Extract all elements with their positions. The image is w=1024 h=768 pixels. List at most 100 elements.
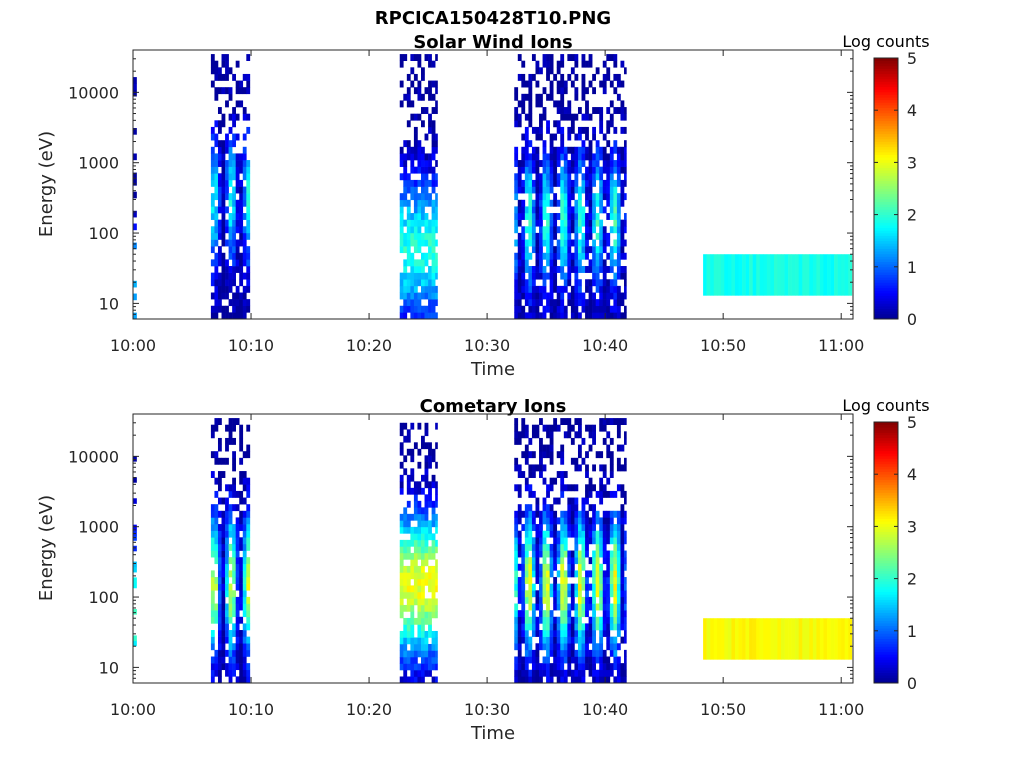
spectrogram-cell — [228, 226, 233, 234]
spectrogram-cell — [232, 418, 236, 425]
spectrogram-cell — [242, 603, 247, 611]
spectrogram-cell — [592, 173, 596, 181]
spectrogram-cell — [542, 87, 547, 95]
spectrogram-cell — [217, 623, 222, 631]
spectrogram-cell — [570, 252, 575, 260]
spectrogram-cell — [428, 305, 432, 313]
spectrogram-cell — [592, 643, 596, 651]
spectrogram-cell — [246, 285, 251, 293]
spectrogram-cell — [428, 643, 432, 651]
spectrogram-cell — [599, 299, 604, 307]
spectrogram-cell — [546, 193, 550, 201]
spectrogram-cell — [435, 146, 438, 154]
spectrogram-cell — [602, 80, 607, 88]
spectrogram-cell — [592, 603, 596, 611]
spectrogram-cell — [577, 510, 582, 518]
spectrogram-cell — [228, 649, 233, 657]
spectrogram-cell — [413, 272, 418, 280]
spectrogram-cell — [399, 630, 404, 638]
spectrogram-cell — [242, 451, 247, 459]
spectrogram-cell — [577, 656, 582, 664]
spectrogram-cell — [542, 312, 547, 320]
spectrogram-cell — [585, 610, 589, 618]
colorbar-swatch — [874, 107, 898, 111]
spectrogram-cell — [581, 524, 586, 531]
spectrogram-cell — [574, 663, 579, 671]
spectrogram-cell — [620, 160, 625, 167]
spectrogram-cell — [577, 252, 582, 260]
spectrogram-cell — [531, 213, 536, 220]
spectrogram-cell — [556, 246, 561, 254]
spectrogram-cell — [399, 578, 404, 586]
spectrogram-cell — [517, 166, 522, 174]
spectrogram-cell — [235, 570, 240, 578]
spectrogram-cell — [435, 193, 438, 201]
spectrogram-cell — [592, 563, 596, 571]
spectrogram-cell — [556, 451, 561, 459]
spectrogram-cell — [517, 510, 522, 518]
spectrogram-cell — [539, 616, 543, 624]
spectrogram-cell — [225, 166, 229, 174]
spectrogram-cell — [581, 213, 586, 220]
spectrogram-cell — [242, 663, 247, 671]
colorbar-swatch — [874, 555, 898, 559]
spectrogram-cell — [549, 312, 554, 320]
spectrogram-cell — [246, 490, 251, 498]
spectrogram-cell — [539, 550, 543, 558]
spectrogram-cell — [403, 232, 408, 240]
spectrogram-cell — [599, 226, 604, 234]
spectrogram-cell — [542, 444, 547, 452]
spectrogram-cell — [574, 232, 579, 240]
spectrogram-cell — [570, 524, 575, 531]
spectrogram-cell — [609, 166, 614, 174]
spectrogram-cell — [588, 477, 593, 485]
spectrogram-cell — [624, 107, 627, 114]
spectrogram-cell — [549, 437, 554, 445]
spectrogram-cell — [421, 259, 425, 267]
spectrogram-cell — [221, 543, 226, 551]
spectrogram-cell — [581, 636, 586, 644]
spectrogram-cell — [574, 484, 579, 492]
spectrogram-cell — [421, 239, 425, 247]
spectrogram-cell — [599, 464, 604, 472]
spectrogram-cell — [542, 643, 547, 651]
colorbar-swatch — [874, 178, 898, 182]
spectrogram-cell — [403, 617, 408, 625]
spectrogram-cell — [133, 210, 137, 218]
spectrogram-cell — [613, 557, 618, 565]
spectrogram-cell — [221, 517, 226, 525]
spectrogram-cell — [246, 530, 251, 538]
spectrogram-cell — [232, 140, 236, 148]
spectrogram-cell — [592, 431, 596, 439]
spectrogram-cell — [514, 312, 519, 320]
spectrogram-cell — [246, 246, 251, 254]
spectrogram-cell — [210, 60, 215, 68]
colorbar-swatch — [874, 172, 898, 176]
spectrogram-cell — [546, 570, 550, 578]
spectrogram-cell — [517, 312, 522, 320]
spectrogram-cell — [239, 577, 244, 584]
spectrogram-cell — [609, 437, 614, 445]
spectrogram-cell — [563, 160, 568, 167]
spectrogram-cell — [235, 246, 240, 254]
spectrogram-cell — [524, 166, 529, 174]
spectrogram-cell — [413, 559, 418, 567]
spectrogram-cell — [221, 610, 226, 618]
spectrogram-cell — [599, 590, 604, 598]
spectrogram-cell — [417, 272, 422, 280]
colorbar-swatch — [874, 285, 898, 289]
spectrogram-cell — [524, 126, 529, 134]
spectrogram-cell — [514, 107, 519, 114]
spectrogram-cell — [546, 550, 550, 558]
spectrogram-cell — [403, 239, 408, 247]
spectrogram-cell — [528, 120, 533, 128]
spectrogram-cell — [546, 120, 550, 128]
spectrogram-cell — [406, 539, 411, 547]
spectrogram-cell — [570, 179, 575, 187]
spectrogram-cell — [616, 537, 621, 545]
spectrogram-cell — [567, 669, 572, 677]
spectrogram-cell — [528, 80, 533, 88]
spectrogram-cell — [514, 656, 519, 664]
spectrogram-cell — [232, 266, 236, 273]
spectrogram-cell — [399, 474, 404, 482]
